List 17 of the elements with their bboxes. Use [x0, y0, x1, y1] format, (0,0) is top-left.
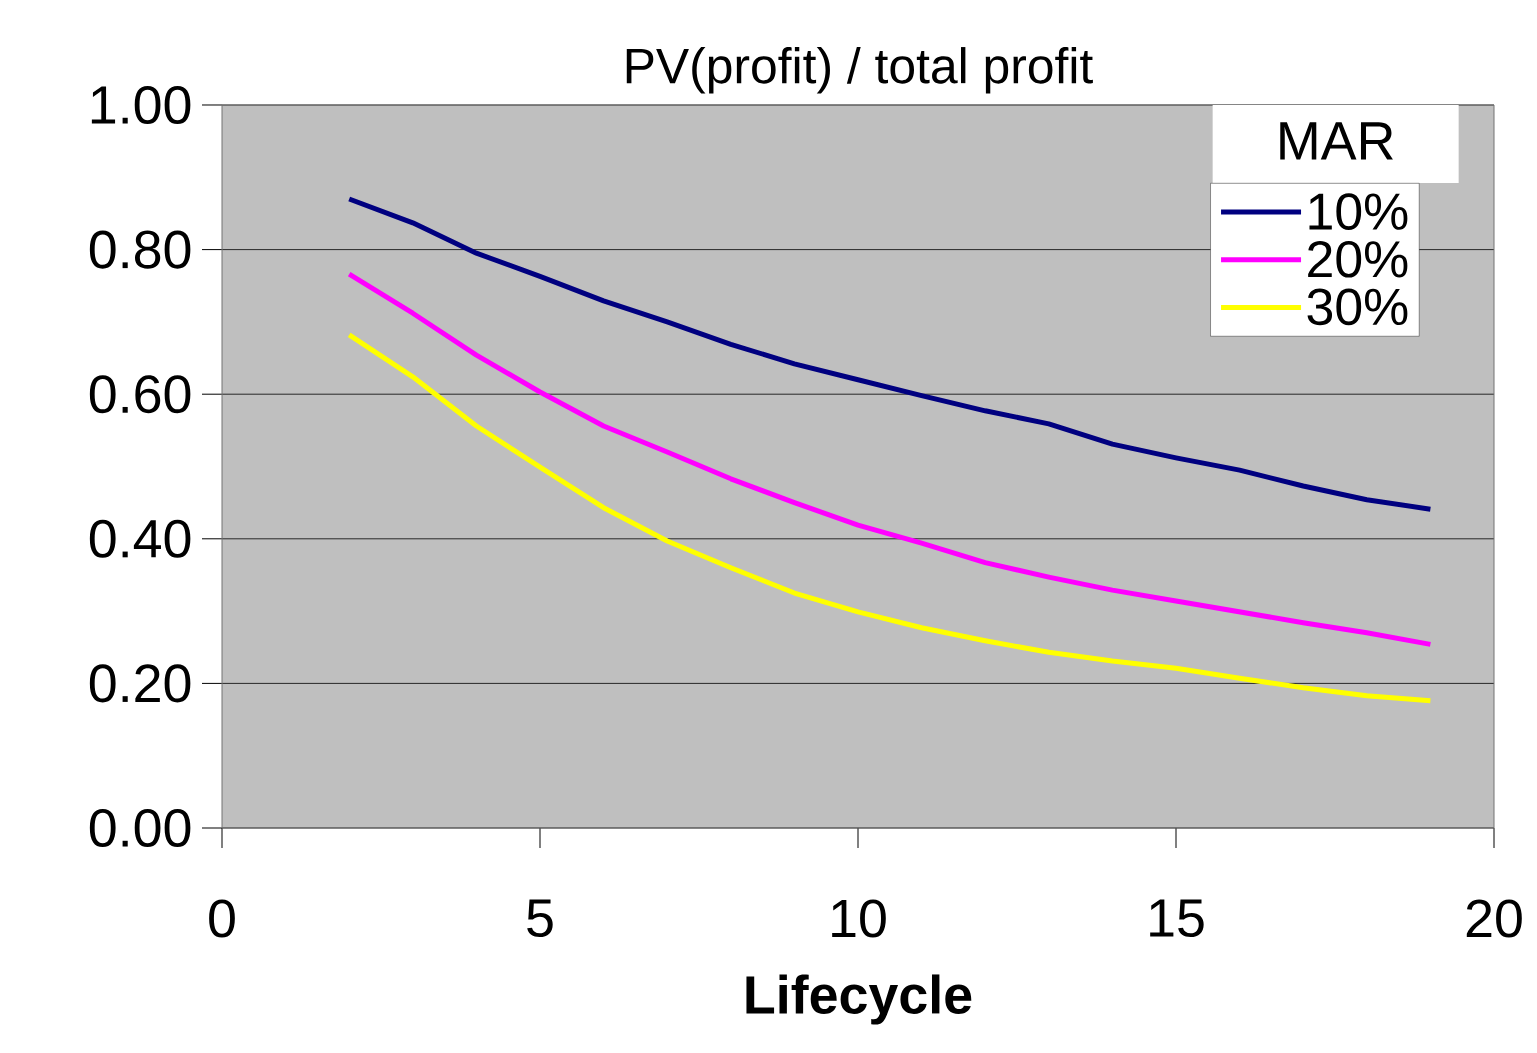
x-tick-label: 5 [527, 899, 553, 938]
x-tick-label: 15 [1150, 899, 1204, 938]
x-tick-label: 20 [1466, 899, 1522, 938]
legend-title: MAR [1280, 122, 1393, 160]
y-tick-label: 0.20 [89, 664, 191, 703]
legend-label: 20% [1308, 240, 1408, 278]
y-tick-label: 0.00 [89, 808, 191, 848]
legend-label: 30% [1307, 288, 1408, 326]
y-tick-label: 1.00 [91, 85, 191, 125]
y-tick-label: 0.40 [89, 519, 191, 558]
chart-title: PV(profit) / total profit [626, 47, 1093, 94]
y-tick-label: 0.60 [89, 375, 191, 414]
legend-label: 10% [1309, 193, 1408, 230]
x-tick-label: 10 [832, 899, 886, 938]
y-tick-label: 0.80 [89, 230, 191, 269]
x-tick-label: 0 [209, 899, 235, 938]
x-axis-title: Lifecycle [746, 974, 972, 1025]
